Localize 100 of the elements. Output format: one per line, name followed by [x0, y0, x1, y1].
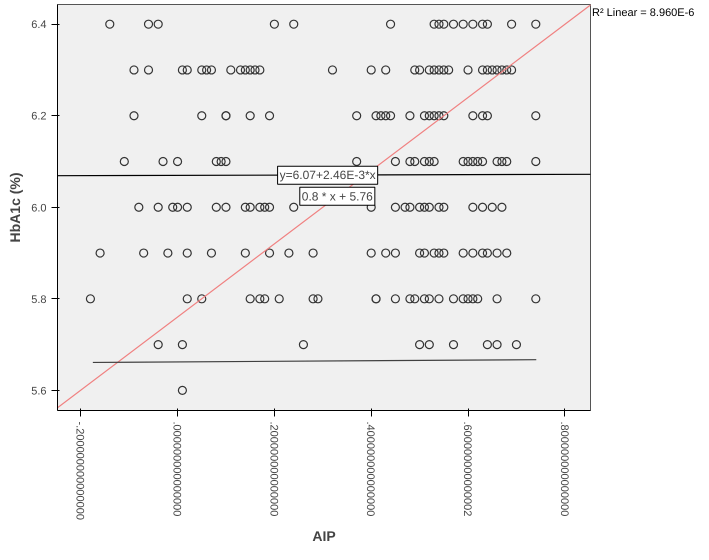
- point: [420, 111, 430, 120]
- point: [197, 111, 206, 120]
- point: [492, 248, 502, 258]
- point: [172, 156, 182, 166]
- point: [415, 202, 424, 212]
- point: [226, 65, 236, 75]
- point: [531, 111, 540, 120]
- point: [236, 65, 246, 75]
- point: [420, 248, 430, 258]
- point: [246, 111, 255, 120]
- point: [182, 248, 192, 258]
- point: [430, 65, 439, 75]
- point: [458, 156, 468, 166]
- point: [246, 65, 255, 75]
- point: [506, 20, 516, 29]
- x-tick-label: .800000000000000: [558, 422, 570, 516]
- x-tick-label: .000000000000000: [170, 422, 183, 516]
- point: [255, 294, 264, 304]
- point: [260, 202, 270, 212]
- point: [497, 65, 507, 75]
- point: [182, 65, 192, 75]
- point: [274, 294, 284, 304]
- point: [197, 294, 206, 304]
- point: [473, 156, 482, 166]
- point: [154, 340, 163, 350]
- point: [352, 156, 362, 166]
- point: [289, 202, 298, 212]
- point: [463, 294, 473, 304]
- point: [260, 294, 270, 304]
- point: [424, 65, 434, 75]
- point: [308, 294, 318, 304]
- point: [478, 248, 488, 258]
- point: [206, 65, 216, 75]
- x-axis-title: AIP: [312, 528, 336, 544]
- point: [434, 202, 444, 212]
- point: [488, 202, 497, 212]
- x-tick-label: -.200000000000000: [74, 422, 86, 520]
- point: [430, 248, 439, 258]
- point: [240, 248, 250, 258]
- annotation: y=6.07+2.46E-3*x: [280, 168, 376, 182]
- point: [439, 248, 448, 258]
- point: [531, 20, 540, 29]
- point: [182, 202, 192, 212]
- point: [405, 202, 415, 212]
- point: [129, 111, 139, 120]
- point: [178, 386, 187, 395]
- point: [386, 111, 396, 120]
- point: [478, 202, 488, 212]
- point: [502, 65, 512, 75]
- point: [168, 202, 178, 212]
- point: [506, 65, 516, 75]
- point: [434, 65, 444, 75]
- point: [430, 111, 439, 120]
- point: [468, 202, 478, 212]
- point: [178, 340, 187, 350]
- point: [105, 20, 114, 29]
- point: [482, 340, 492, 350]
- point: [381, 111, 390, 120]
- point: [531, 156, 540, 166]
- point: [172, 202, 182, 212]
- point: [221, 202, 231, 212]
- point: [144, 20, 154, 29]
- point: [531, 294, 540, 304]
- point: [212, 202, 221, 212]
- point: [158, 156, 168, 166]
- point: [376, 111, 386, 120]
- point: [468, 294, 478, 304]
- point: [246, 202, 255, 212]
- point: [468, 248, 478, 258]
- point: [371, 111, 381, 120]
- point: [163, 248, 172, 258]
- annotation: 0.8 * x + 5.76: [302, 189, 374, 204]
- point: [473, 294, 482, 304]
- point: [206, 248, 216, 258]
- point: [430, 156, 439, 166]
- point: [502, 156, 512, 166]
- point: [381, 248, 390, 258]
- point: [492, 294, 502, 304]
- point: [424, 111, 434, 120]
- point: [478, 20, 488, 29]
- point: [492, 65, 502, 75]
- point: [439, 202, 448, 212]
- point: [482, 65, 492, 75]
- point: [264, 202, 274, 212]
- point: [420, 156, 430, 166]
- point: [366, 65, 376, 75]
- point: [448, 294, 458, 304]
- point: [289, 20, 298, 29]
- point: [134, 202, 144, 212]
- point: [246, 294, 255, 304]
- y-tick-label: 6.4: [31, 19, 47, 32]
- point: [405, 111, 415, 120]
- point: [139, 248, 148, 258]
- text: R² Linear = 8.960E-6: [592, 6, 694, 21]
- point: [430, 20, 439, 29]
- point: [448, 20, 458, 29]
- point: [240, 202, 250, 212]
- point: [328, 65, 338, 75]
- point: [120, 156, 129, 166]
- y-tick-label: 5.8: [31, 294, 47, 306]
